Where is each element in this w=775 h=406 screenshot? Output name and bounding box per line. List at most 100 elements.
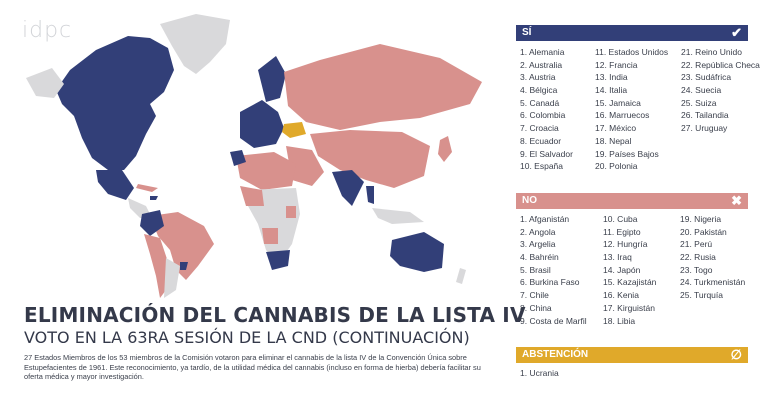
abstencion-header: ABSTENCIÓN ∅ bbox=[516, 347, 748, 363]
country-item: 8. Ecuador bbox=[520, 135, 562, 146]
map-australia bbox=[390, 232, 444, 272]
country-item: 19. Nigeria bbox=[680, 214, 722, 224]
country-item: 23. Togo bbox=[680, 264, 713, 275]
country-item: 6. Burkina Faso bbox=[520, 277, 580, 288]
map-argentina bbox=[164, 258, 180, 298]
country-item: 25. Suiza bbox=[681, 97, 717, 108]
country-item: 3. Austria bbox=[520, 72, 556, 83]
country-item: 7. Chile bbox=[520, 290, 549, 301]
country-item: 16. Kenia bbox=[603, 290, 639, 301]
si-list-column-2: 11. Estados Unidos 12. Francia 13. India 14… bbox=[595, 46, 668, 173]
map-colombia bbox=[140, 210, 164, 236]
si-header: SÍ ✔ bbox=[516, 25, 748, 41]
si-list-column-3: 21. Reino Unido 22. República Checa 23. Su… bbox=[681, 46, 760, 135]
check-icon: ✔ bbox=[731, 25, 742, 40]
country-item: 9. El Salvador bbox=[520, 148, 573, 159]
country-item: 20. Polonia bbox=[595, 161, 638, 172]
country-item: 21. Reino Unido bbox=[681, 47, 742, 57]
country-item: 11. Estados Unidos bbox=[595, 47, 669, 57]
country-item: 13. Iraq bbox=[603, 252, 632, 263]
country-item: 16. Marruecos bbox=[595, 110, 650, 121]
map-scandinavia bbox=[258, 56, 286, 102]
abstencion-label: ABSTENCIÓN bbox=[522, 349, 589, 360]
country-item: 15. Jamaica bbox=[595, 97, 641, 108]
country-item: 17. México bbox=[595, 123, 637, 134]
map-peru-chile bbox=[144, 234, 168, 298]
country-item: 22. República Checa bbox=[681, 59, 760, 70]
country-item: 25. Turquía bbox=[680, 290, 724, 301]
country-item: 7. Croacia bbox=[520, 123, 559, 134]
country-item: 14. Japón bbox=[603, 264, 641, 275]
map-central-america bbox=[128, 198, 152, 218]
page-title: ELIMINACIÓN DEL CANNABIS DE LA LISTA IV bbox=[24, 303, 526, 327]
country-item: 20. Pakistán bbox=[680, 226, 727, 237]
page-subtitle: VOTO EN LA 63RA SESIÓN DE LA CND (CONTIN… bbox=[24, 328, 470, 347]
map-greenland bbox=[160, 14, 230, 74]
country-item: 22. Rusia bbox=[680, 252, 716, 263]
country-item: 21. Perú bbox=[680, 239, 713, 250]
map-new-zealand bbox=[456, 268, 466, 284]
empty-set-icon: ∅ bbox=[730, 347, 742, 362]
country-item: 26. Tailandia bbox=[681, 110, 729, 121]
map-angola bbox=[262, 228, 278, 244]
country-item: 1. Afganistán bbox=[520, 214, 570, 224]
map-central-asia bbox=[310, 130, 430, 188]
country-item: 10. Cuba bbox=[603, 214, 638, 224]
map-uruguay bbox=[180, 262, 188, 270]
country-item: 18. Nepal bbox=[595, 135, 632, 146]
country-item: 23. Sudáfrica bbox=[681, 72, 732, 83]
country-item: 12. Francia bbox=[595, 59, 638, 70]
map-cuba bbox=[136, 184, 158, 192]
country-item: 5. Canadá bbox=[520, 97, 560, 108]
country-item: 4. Bélgica bbox=[520, 85, 558, 96]
map-russia bbox=[284, 44, 482, 130]
country-item: 1. Ucrania bbox=[520, 368, 559, 378]
country-item: 8. China bbox=[520, 302, 552, 313]
country-item: 13. India bbox=[595, 72, 628, 83]
map-middle-east bbox=[286, 146, 324, 186]
country-item: 10. España bbox=[520, 161, 564, 172]
no-list-column-1: 1. Afganistán 2. Angola 3. Argelia 4. Bahré… bbox=[520, 213, 587, 327]
country-item: 17. Kirguistán bbox=[603, 302, 655, 313]
country-item: 11. Egipto bbox=[603, 226, 641, 237]
country-item: 2. Angola bbox=[520, 226, 556, 237]
cross-icon: ✖ bbox=[731, 193, 742, 208]
country-item: 19. Países Bajos bbox=[595, 148, 659, 159]
map-ukraine bbox=[282, 122, 306, 138]
map-morocco bbox=[230, 150, 246, 166]
country-item: 1. Alemania bbox=[520, 47, 565, 57]
country-item: 15. Kazajistán bbox=[603, 277, 657, 288]
map-jamaica bbox=[150, 196, 158, 200]
si-label: SÍ bbox=[522, 27, 532, 38]
no-label: NO bbox=[522, 195, 537, 206]
map-north-africa bbox=[236, 152, 296, 190]
country-item: 24. Suecia bbox=[681, 85, 722, 96]
map-thailand bbox=[366, 186, 374, 204]
map-indonesia bbox=[372, 208, 424, 224]
map-mexico bbox=[96, 170, 134, 200]
map-kenya bbox=[286, 206, 296, 218]
description-text: 27 Estados Miembros de los 53 miembros d… bbox=[24, 353, 481, 382]
map-india bbox=[332, 170, 364, 206]
abstencion-list-column-1: 1. Ucrania bbox=[520, 367, 559, 380]
map-japan bbox=[438, 136, 452, 162]
no-list-column-2: 10. Cuba 11. Egipto 12. Hungría 13. Iraq 14.… bbox=[603, 213, 656, 327]
country-item: 3. Argelia bbox=[520, 239, 556, 250]
country-item: 14. Italia bbox=[595, 85, 628, 96]
country-item: 24. Turkmenistán bbox=[680, 277, 746, 288]
map-europe bbox=[240, 100, 284, 148]
map-west-africa bbox=[240, 186, 264, 206]
idpc-logo: idpc bbox=[22, 18, 73, 43]
country-item: 9. Costa de Marfil bbox=[520, 315, 587, 326]
country-item: 6. Colombia bbox=[520, 110, 566, 121]
no-list-column-3: 19. Nigeria 20. Pakistán 21. Perú 22. Rusia… bbox=[680, 213, 745, 302]
country-item: 2. Australia bbox=[520, 59, 563, 70]
map-north-america bbox=[56, 36, 174, 170]
country-item: 4. Bahréin bbox=[520, 252, 559, 263]
si-list-column-1: 1. Alemania 2. Australia 3. Austria 4. Bélg… bbox=[520, 46, 573, 173]
country-item: 12. Hungría bbox=[603, 239, 648, 250]
world-map bbox=[26, 14, 482, 298]
no-header: NO ✖ bbox=[516, 193, 748, 209]
country-item: 5. Brasil bbox=[520, 264, 551, 275]
map-alaska bbox=[26, 68, 64, 98]
